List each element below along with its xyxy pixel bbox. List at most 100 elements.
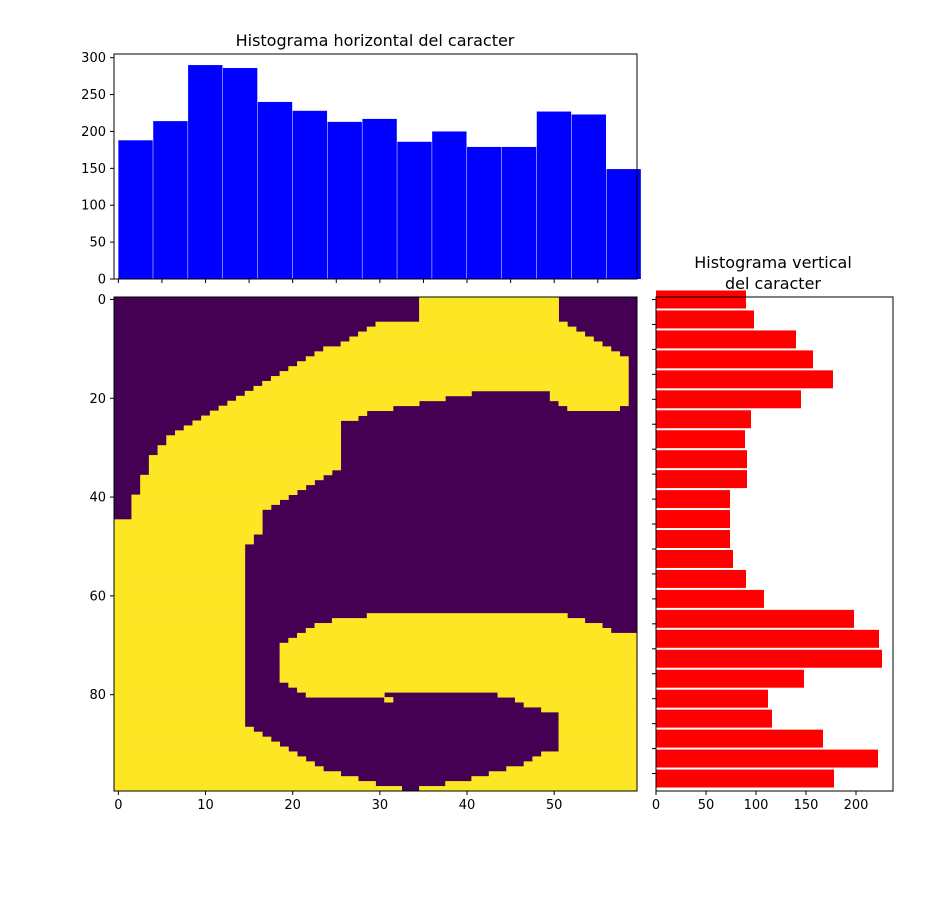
image-pixel-run — [114, 519, 263, 525]
image-pixel-run — [262, 380, 629, 387]
image-pixel-run — [270, 376, 629, 382]
bar — [656, 390, 801, 409]
bar — [292, 110, 328, 279]
image-pixel-run — [331, 618, 586, 624]
image-pixel-run — [279, 652, 638, 659]
vertical-histogram-axes: 0 50 100 150 200 — [652, 296, 894, 813]
image-pixel-run — [114, 608, 246, 614]
image-pixel-run — [114, 637, 246, 644]
image-pixel-run — [114, 627, 246, 634]
bar — [656, 589, 764, 608]
bar — [656, 629, 879, 648]
image-pixel-run — [305, 356, 629, 362]
image-pixel-run — [114, 588, 246, 594]
bar — [656, 649, 882, 668]
image-pixel-run — [419, 301, 559, 308]
image-pixel-run — [114, 711, 246, 718]
image-pixel-run — [384, 697, 394, 703]
image-pixel-run — [114, 731, 263, 738]
image-pixel-run — [114, 642, 246, 649]
x-tick-label: 200 — [844, 798, 869, 813]
plot-frame — [655, 296, 894, 792]
bar — [501, 146, 537, 279]
bar — [432, 131, 467, 279]
image-pixel-run — [297, 687, 638, 693]
image-pixel-run — [297, 361, 629, 367]
image-pixel-run — [114, 741, 281, 747]
image-pixel-run — [471, 776, 638, 782]
image-pixel-run — [218, 405, 394, 412]
bar — [656, 530, 730, 548]
image-pixel-run — [114, 598, 246, 604]
image-pixel-run — [140, 474, 324, 481]
image-pixel-run — [114, 667, 246, 673]
image-pixel-run — [140, 484, 307, 491]
image-pixel-run — [114, 593, 246, 599]
image-pixel-run — [114, 716, 246, 723]
image-pixel-run — [314, 351, 620, 357]
image-pixel-run — [532, 756, 638, 762]
image-pixel-run — [279, 371, 629, 377]
character-image-pixels — [114, 297, 638, 792]
bar — [656, 510, 730, 529]
image-pixel-run — [114, 677, 246, 683]
image-pixel-run — [558, 400, 629, 407]
bar — [656, 450, 747, 469]
bar — [327, 121, 362, 279]
image-pixel-run — [541, 751, 638, 757]
y-tick-label: 0 — [98, 293, 106, 308]
image-pixel-run — [558, 721, 638, 728]
image-pixel-run — [549, 390, 629, 397]
y-tick-label: 250 — [81, 88, 106, 103]
image-pixel-run — [114, 544, 246, 550]
x-tick-label: 50 — [698, 798, 715, 813]
image-pixel-run — [114, 632, 246, 639]
image-pixel-run — [366, 613, 568, 619]
image-frame — [113, 296, 638, 792]
image-pixel-run — [114, 697, 246, 703]
image-pixel-run — [419, 786, 638, 792]
bar — [656, 569, 746, 588]
title-line: Histograma vertical — [694, 253, 852, 272]
image-pixel-run — [279, 647, 638, 654]
horizontal-histogram-title: Histograma horizontal del caracter — [236, 31, 515, 50]
plot-frame — [113, 53, 638, 280]
image-pixel-run — [148, 464, 342, 471]
image-pixel-run — [114, 623, 246, 629]
image-pixel-run — [114, 662, 246, 668]
bar — [656, 749, 878, 768]
image-pixel-run — [114, 751, 298, 757]
image-pixel-run — [375, 321, 568, 328]
image-pixel-run — [140, 479, 315, 486]
image-pixel-run — [114, 781, 376, 787]
image-pixel-run — [114, 702, 246, 708]
image-pixel-run — [419, 311, 559, 318]
image-pixel-run — [288, 637, 638, 644]
image-pixel-run — [514, 697, 638, 703]
x-tick-label: 10 — [197, 798, 214, 813]
image-pixel-run — [148, 469, 333, 476]
image-pixel-run — [114, 539, 254, 545]
bar — [362, 118, 397, 279]
image-pixel-run — [279, 642, 638, 649]
image-pixel-run — [567, 405, 620, 412]
image-pixel-run — [305, 627, 612, 634]
image-pixel-run — [288, 682, 638, 688]
image-pixel-run — [131, 499, 281, 505]
bar — [571, 114, 606, 279]
bar — [118, 140, 153, 279]
bar — [656, 310, 754, 329]
image-pixel-run — [523, 702, 638, 708]
image-pixel-run — [209, 410, 368, 416]
image-pixel-run — [419, 297, 559, 303]
x-tick-label: 100 — [744, 798, 769, 813]
image-pixel-run — [114, 652, 246, 659]
image-pixel-run — [131, 504, 272, 510]
image-pixel-run — [114, 613, 246, 619]
image-pixel-run — [497, 692, 638, 698]
image-pixel-run — [358, 331, 586, 337]
image-pixel-run — [366, 326, 577, 332]
image-pixel-run — [558, 726, 638, 733]
image-pixel-run — [279, 657, 638, 663]
image-pixel-run — [114, 618, 246, 624]
